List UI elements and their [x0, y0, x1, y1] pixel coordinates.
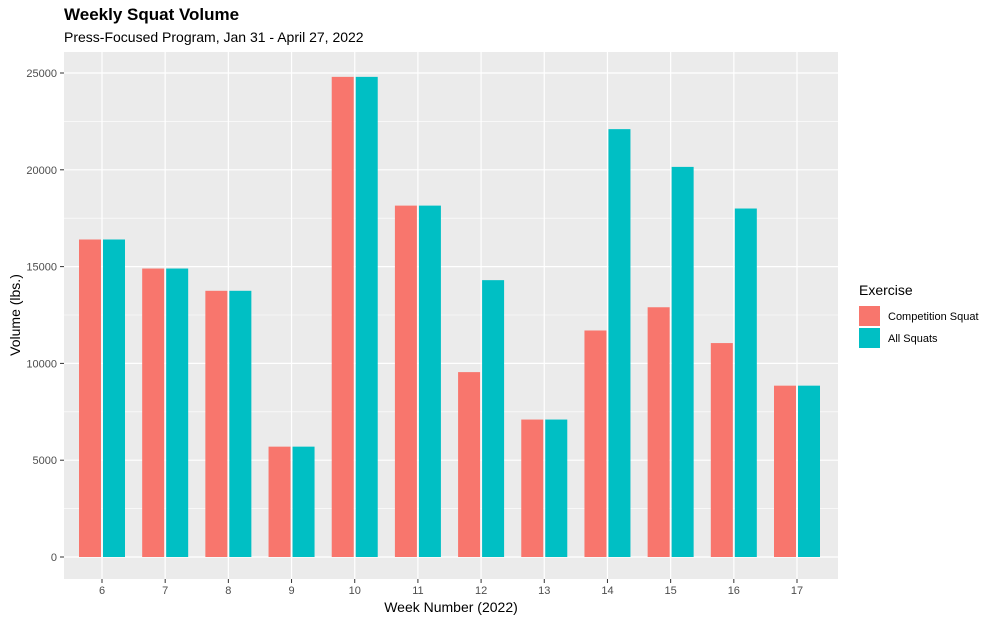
bar-all-squats-week-8 — [229, 290, 252, 557]
major-gridlines — [64, 52, 838, 579]
bar-competition-squat-week-13 — [521, 419, 544, 557]
bar-all-squats-week-13 — [545, 419, 568, 557]
legend-key-competition-squat — [859, 306, 880, 326]
bar-competition-squat-week-16 — [710, 343, 733, 557]
bar-competition-squat-week-8 — [205, 290, 228, 557]
bars — [79, 76, 820, 558]
bar-all-squats-week-9 — [292, 446, 315, 557]
x-tick-label: 9 — [288, 585, 294, 597]
bar-competition-squat-week-12 — [458, 372, 481, 557]
x-tick-label: 7 — [162, 585, 168, 597]
x-tick-label: 15 — [665, 585, 677, 597]
bar-competition-squat-week-11 — [394, 205, 417, 557]
legend-label-all-squats: All Squats — [888, 333, 938, 345]
chart-subtitle: Press-Focused Program, Jan 31 - April 27… — [64, 29, 364, 45]
bar-competition-squat-week-6 — [79, 239, 101, 557]
y-tick-label: 20000 — [26, 165, 57, 177]
x-tick-label: 10 — [349, 585, 361, 597]
x-tick-label: 14 — [601, 585, 613, 597]
bar-all-squats-week-11 — [418, 205, 441, 557]
legend: Exercise Competition Squat All Squats — [859, 282, 979, 348]
x-tick-label: 8 — [225, 585, 231, 597]
y-tick-label: 0 — [51, 552, 57, 564]
legend-title: Exercise — [859, 282, 913, 298]
y-tick-label: 10000 — [26, 358, 57, 370]
y-tick-label: 15000 — [26, 262, 57, 274]
legend-label-competition-squat: Competition Squat — [888, 311, 979, 323]
x-tick-label: 17 — [791, 585, 803, 597]
bar-competition-squat-week-7 — [142, 268, 165, 557]
minor-gridlines — [64, 121, 838, 509]
x-tick-label: 6 — [99, 585, 105, 597]
legend-key-all-squats — [859, 328, 880, 348]
x-tick-label: 12 — [475, 585, 487, 597]
bar-competition-squat-week-10 — [331, 76, 354, 557]
bar-all-squats-week-7 — [166, 268, 189, 557]
x-tick-label: 16 — [728, 585, 740, 597]
y-axis-title: Volume (lbs.) — [7, 274, 23, 356]
bar-all-squats-week-16 — [734, 208, 757, 557]
x-tick-label: 13 — [538, 585, 550, 597]
plot-panel — [64, 52, 838, 579]
bar-all-squats-week-17 — [798, 385, 820, 557]
bar-competition-squat-week-15 — [647, 307, 670, 557]
x-axis: 6 7 8 9 10 11 12 13 14 15 16 17 — [99, 579, 803, 597]
bar-all-squats-week-6 — [103, 239, 125, 557]
y-tick-label: 5000 — [33, 455, 57, 467]
bar-all-squats-week-12 — [482, 280, 505, 557]
bar-competition-squat-week-9 — [268, 446, 291, 557]
y-axis: 0 5000 10000 15000 20000 25000 — [26, 68, 64, 564]
chart-title: Weekly Squat Volume — [64, 5, 239, 24]
bar-competition-squat-week-17 — [774, 385, 796, 557]
bar-competition-squat-week-14 — [584, 330, 607, 557]
bar-all-squats-week-15 — [671, 166, 694, 557]
x-axis-title: Week Number (2022) — [384, 599, 518, 615]
bar-all-squats-week-14 — [608, 129, 631, 558]
y-tick-label: 25000 — [26, 68, 57, 80]
bar-all-squats-week-10 — [355, 76, 378, 557]
x-tick-label: 11 — [412, 585, 423, 597]
